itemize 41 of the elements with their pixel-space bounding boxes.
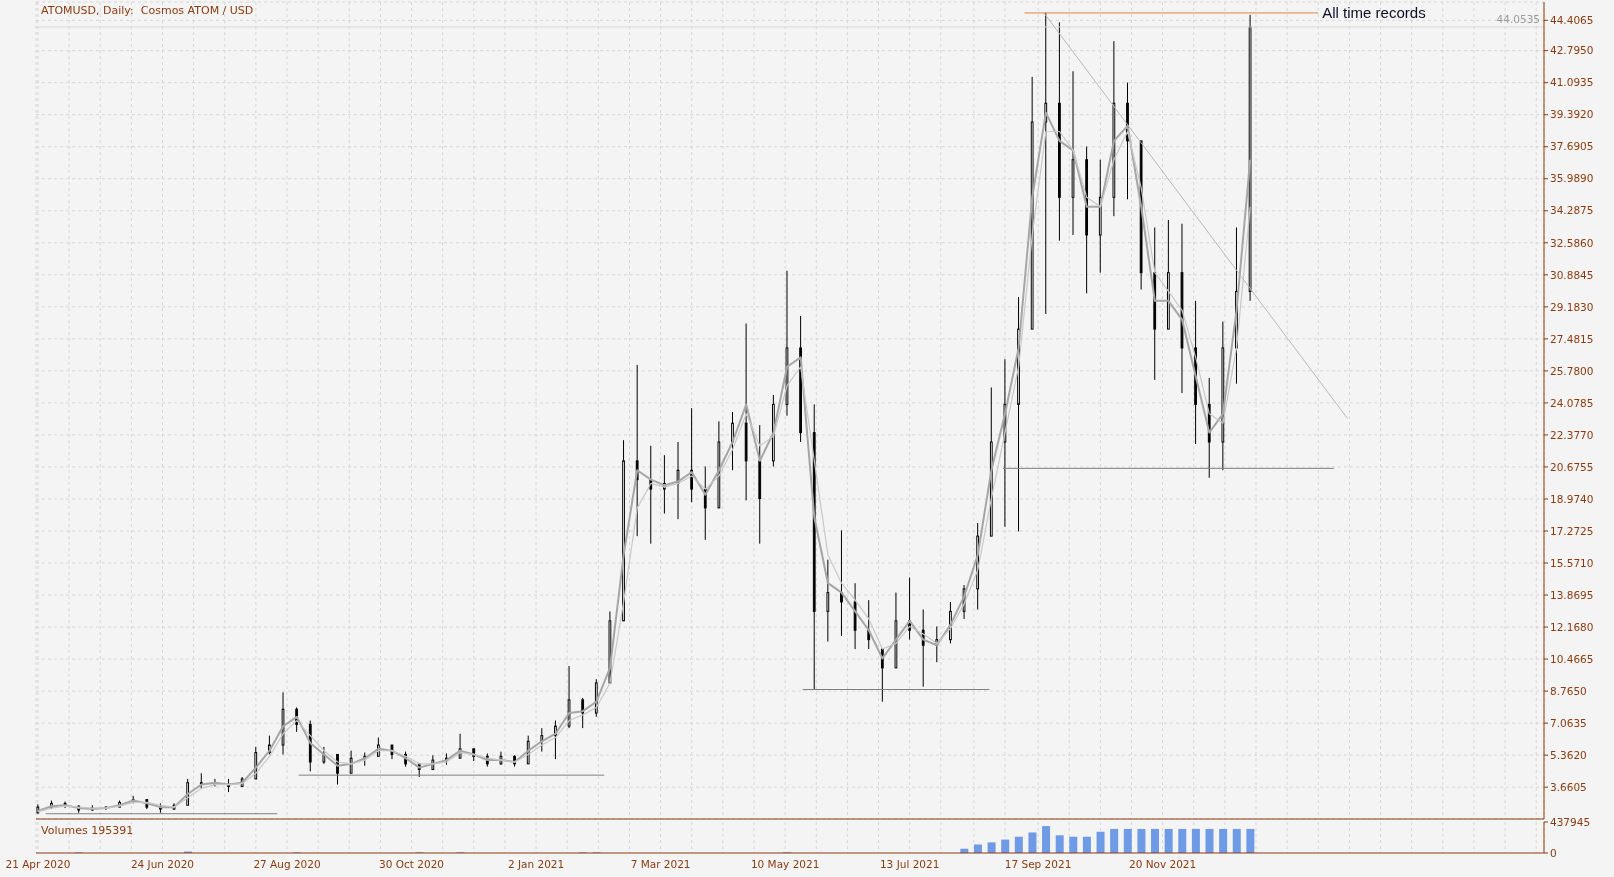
y-tick-label: 37.6905 <box>1550 140 1594 153</box>
y-tick-label: 8.7650 <box>1550 684 1587 697</box>
x-tick-label: 20 Nov 2021 <box>1128 858 1197 871</box>
x-tick-label: 17 Sep 2021 <box>1004 858 1072 871</box>
y-tick-label: 13.8695 <box>1550 588 1594 601</box>
y-tick-label: 27.4815 <box>1550 332 1594 345</box>
y-tick-label: 34.2875 <box>1550 204 1594 217</box>
y-tick-label: 30.8845 <box>1550 268 1594 281</box>
y-tick-label: 7.0635 <box>1550 716 1587 729</box>
x-tick-label: 13 Jul 2021 <box>879 858 940 871</box>
y-tick-label: 10.4665 <box>1550 652 1594 665</box>
y-tick-label: 32.5860 <box>1550 236 1594 249</box>
y-tick-label: 42.7950 <box>1550 44 1594 57</box>
x-tick-label: 24 Jun 2020 <box>130 858 195 871</box>
y-tick-label: 18.9740 <box>1550 492 1594 505</box>
y-tick-label: 5.3620 <box>1550 748 1587 761</box>
x-tick-label: 7 Mar 2021 <box>630 858 691 871</box>
y-tick-label: 44.4065 <box>1550 14 1594 27</box>
y-tick-label: 12.1680 <box>1550 620 1594 633</box>
y-tick-label: 39.3920 <box>1550 108 1594 121</box>
x-tick-label: 2 Jan 2021 <box>507 858 565 871</box>
x-tick-label: 30 Oct 2020 <box>379 858 444 871</box>
x-tick-label: 10 May 2021 <box>750 858 820 871</box>
y-tick-label: 24.0785 <box>1550 396 1594 409</box>
y-tick-label: 25.7800 <box>1550 364 1594 377</box>
y-tick-label: 20.6755 <box>1550 460 1594 473</box>
ref-line-label: 44.0535 <box>1496 12 1540 25</box>
y-tick-label: 437945 <box>1550 815 1591 828</box>
x-tick-label: 27 Aug 2020 <box>253 858 321 871</box>
y-tick-label: 29.1830 <box>1550 300 1594 313</box>
y-tick-label: 0 <box>1550 846 1557 859</box>
chart-title: ATOMUSD, Daily: Cosmos ATOM / USD <box>41 4 254 17</box>
y-tick-label: 15.5710 <box>1550 556 1594 569</box>
y-tick-label: 41.0935 <box>1550 76 1594 89</box>
y-tick-label: 22.3770 <box>1550 428 1594 441</box>
x-tick-label: 21 Apr 2020 <box>5 858 71 871</box>
y-tick-label: 17.2725 <box>1550 524 1594 537</box>
y-tick-label: 35.9890 <box>1550 172 1594 185</box>
y-tick-label: 3.6605 <box>1550 780 1587 793</box>
chart-title: Volumes 195391 <box>41 824 134 837</box>
annotation: All time records <box>1322 4 1426 22</box>
